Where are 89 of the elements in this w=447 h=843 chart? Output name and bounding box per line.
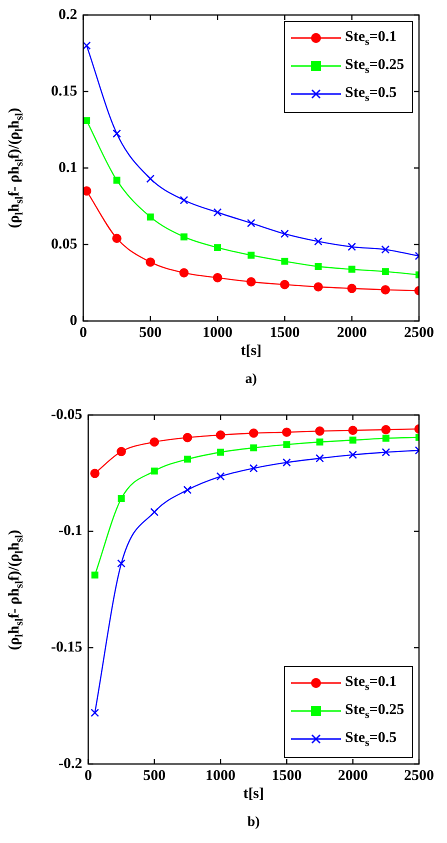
point bbox=[183, 486, 192, 494]
point bbox=[216, 472, 225, 481]
point bbox=[180, 233, 188, 240]
y-tick-label: -0.1 bbox=[58, 523, 82, 540]
point bbox=[314, 237, 322, 246]
point bbox=[150, 468, 158, 475]
point bbox=[146, 174, 155, 183]
point bbox=[282, 458, 291, 467]
point bbox=[217, 448, 224, 456]
x-tick-label: 1000 bbox=[202, 324, 233, 341]
point bbox=[113, 176, 120, 184]
point bbox=[213, 208, 222, 217]
point bbox=[212, 273, 222, 282]
point bbox=[90, 468, 100, 478]
point bbox=[348, 242, 356, 251]
point bbox=[316, 454, 324, 462]
point bbox=[118, 495, 125, 502]
point bbox=[280, 280, 290, 290]
legend-label: Ste$_{s}$=0.5 bbox=[345, 84, 397, 104]
y-tick-label: -0.15 bbox=[50, 640, 82, 656]
legend-label: Ste$_{s}$=0.1 bbox=[345, 674, 397, 692]
x-tick-label: 1000 bbox=[206, 768, 236, 784]
point bbox=[382, 448, 390, 456]
point bbox=[283, 441, 290, 448]
point bbox=[83, 186, 92, 196]
legend-label: Ste$_{s}$=0.25 bbox=[345, 56, 404, 76]
legend-label: Ste$_{s}$=0.25 bbox=[345, 702, 404, 720]
y-tick-label: 0.2 bbox=[58, 6, 78, 23]
y-tick-label: 0.05 bbox=[51, 236, 78, 252]
point bbox=[282, 428, 292, 437]
point bbox=[112, 234, 122, 244]
point bbox=[382, 434, 390, 442]
point bbox=[381, 245, 390, 254]
point bbox=[314, 263, 322, 270]
point bbox=[182, 432, 192, 442]
point bbox=[250, 444, 258, 452]
point bbox=[112, 129, 122, 138]
point bbox=[314, 282, 323, 292]
point bbox=[150, 508, 159, 516]
x-tick-label: 1500 bbox=[270, 324, 300, 341]
x-tick-label: 2000 bbox=[338, 768, 368, 784]
point bbox=[381, 425, 391, 434]
point bbox=[91, 572, 98, 579]
point bbox=[150, 437, 160, 447]
point bbox=[249, 464, 258, 472]
point bbox=[280, 230, 289, 238]
text: a) bbox=[245, 372, 257, 388]
point bbox=[180, 196, 188, 204]
point bbox=[281, 258, 288, 265]
point bbox=[83, 117, 90, 124]
x-tick-label: 2500 bbox=[404, 324, 434, 341]
point bbox=[347, 284, 356, 294]
point bbox=[146, 213, 154, 220]
point bbox=[246, 218, 256, 228]
point bbox=[348, 266, 356, 273]
x-axis-title: t[s] bbox=[240, 343, 262, 360]
y-tick-label: 0.1 bbox=[58, 160, 78, 176]
point bbox=[248, 252, 255, 259]
point bbox=[382, 268, 389, 276]
x-tick-label: 500 bbox=[143, 768, 166, 784]
point bbox=[349, 436, 356, 444]
legend-label: Ste$_{s}$=0.1 bbox=[345, 28, 397, 48]
point bbox=[83, 41, 91, 50]
y-tick-label: 0 bbox=[70, 312, 78, 329]
point bbox=[116, 446, 126, 456]
point bbox=[117, 559, 126, 568]
point bbox=[146, 257, 156, 267]
legend-label: Ste$_{s}$=0.5 bbox=[345, 730, 397, 748]
point bbox=[214, 244, 222, 252]
x-axis-title: t[s] bbox=[243, 786, 264, 803]
point bbox=[248, 428, 258, 438]
point bbox=[90, 708, 100, 717]
point bbox=[246, 277, 256, 286]
point bbox=[348, 426, 358, 436]
y-tick-label: 0.15 bbox=[51, 83, 78, 100]
text: b) bbox=[247, 815, 260, 831]
x-tick-label: 1500 bbox=[272, 768, 302, 784]
point bbox=[216, 430, 226, 440]
point bbox=[179, 268, 189, 278]
point bbox=[315, 426, 324, 436]
y-tick-label: -0.05 bbox=[50, 406, 82, 423]
point bbox=[316, 438, 324, 446]
x-tick-label: 2000 bbox=[336, 324, 367, 341]
x-tick-label: 500 bbox=[139, 324, 162, 341]
x-tick-label: 2500 bbox=[404, 768, 434, 784]
y-tick-label: -0.2 bbox=[58, 756, 82, 772]
point bbox=[380, 285, 390, 294]
point bbox=[348, 450, 358, 459]
point bbox=[184, 456, 191, 463]
